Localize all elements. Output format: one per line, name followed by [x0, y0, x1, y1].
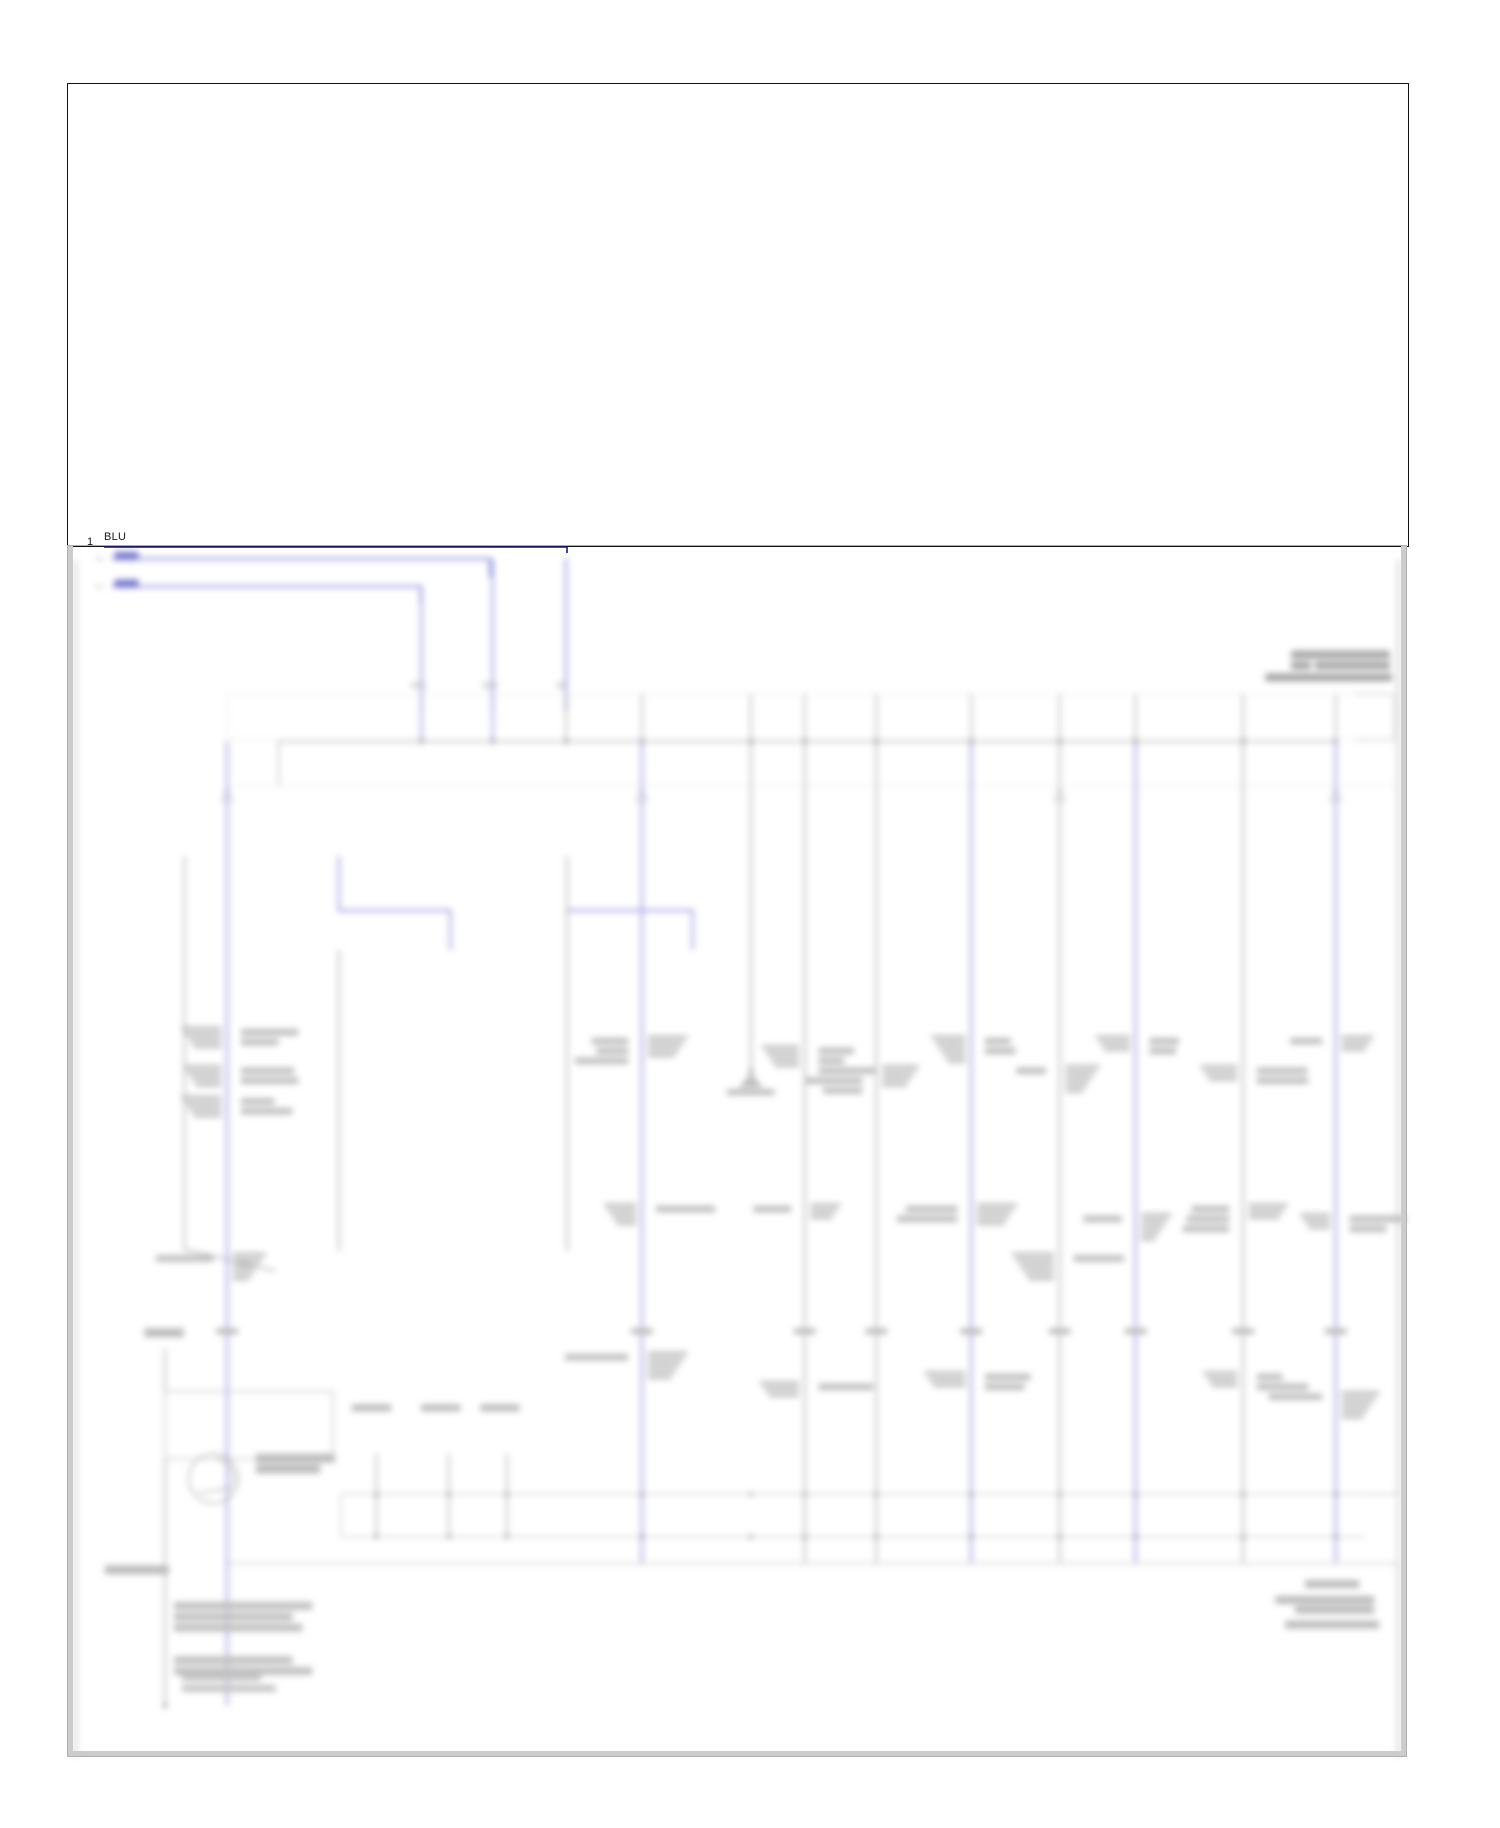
svg-text:41A: 41A — [482, 680, 497, 690]
svg-text:41C: 41C — [411, 680, 426, 690]
svg-text:41: 41 — [556, 680, 566, 690]
svg-text:--: -- — [96, 580, 104, 592]
